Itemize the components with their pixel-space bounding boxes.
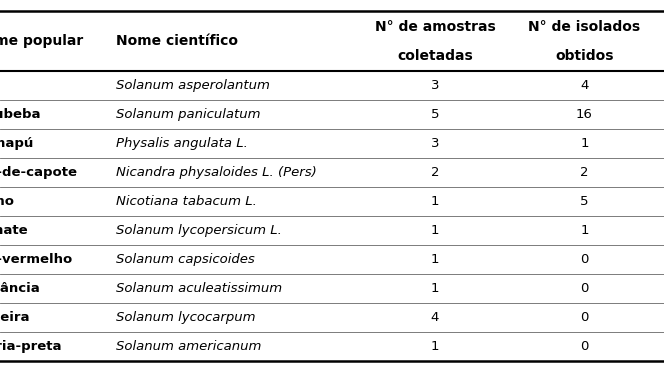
Text: N° de amostras: N° de amostras [374,20,495,34]
Text: 1: 1 [431,282,439,295]
Text: Solanum asperolantum: Solanum asperolantum [116,79,270,92]
Text: Jurubeba: Jurubeba [0,108,41,121]
Text: N° de isolados: N° de isolados [529,20,640,34]
Text: 1: 1 [580,224,588,237]
Text: Nicotiana tabacum L.: Nicotiana tabacum L. [116,195,257,208]
Text: obtidos: obtidos [555,49,614,63]
Text: Camapú: Camapú [0,137,34,150]
Text: 0: 0 [580,253,588,266]
Text: Nicandra physaloides L. (Pers): Nicandra physaloides L. (Pers) [116,166,317,179]
Text: 4: 4 [580,79,588,92]
Text: Maria-preta: Maria-preta [0,340,62,353]
Text: Solanum aculeatissimum: Solanum aculeatissimum [116,282,282,295]
Text: Nome popular: Nome popular [0,34,84,49]
Text: coletadas: coletadas [397,49,473,63]
Text: 1: 1 [431,340,439,353]
Text: Juá-vermelho: Juá-vermelho [0,253,72,266]
Text: 3: 3 [431,79,439,92]
Text: Solanum paniculatum: Solanum paniculatum [116,108,261,121]
Text: 2: 2 [580,166,588,179]
Text: Juá-de-capote: Juá-de-capote [0,166,78,179]
Text: Melância: Melância [0,282,41,295]
Text: Solanum americanum: Solanum americanum [116,340,262,353]
Text: 2: 2 [431,166,439,179]
Text: Lobeira: Lobeira [0,311,30,324]
Text: 4: 4 [431,311,439,324]
Text: 3: 3 [431,137,439,150]
Text: Solanum capsicoides: Solanum capsicoides [116,253,255,266]
Text: 16: 16 [576,108,593,121]
Text: 1: 1 [431,195,439,208]
Text: Solanum lycopersicum L.: Solanum lycopersicum L. [116,224,282,237]
Text: Solanum lycocarpum: Solanum lycocarpum [116,311,256,324]
Text: 1: 1 [580,137,588,150]
Text: 0: 0 [580,311,588,324]
Text: 0: 0 [580,282,588,295]
Text: Fumo: Fumo [0,195,15,208]
Text: 5: 5 [580,195,588,208]
Text: 0: 0 [580,340,588,353]
Text: 1: 1 [431,224,439,237]
Text: 1: 1 [431,253,439,266]
Text: 5: 5 [431,108,439,121]
Text: Nome científico: Nome científico [116,34,238,49]
Text: Tomate: Tomate [0,224,28,237]
Text: Physalis angulata L.: Physalis angulata L. [116,137,248,150]
